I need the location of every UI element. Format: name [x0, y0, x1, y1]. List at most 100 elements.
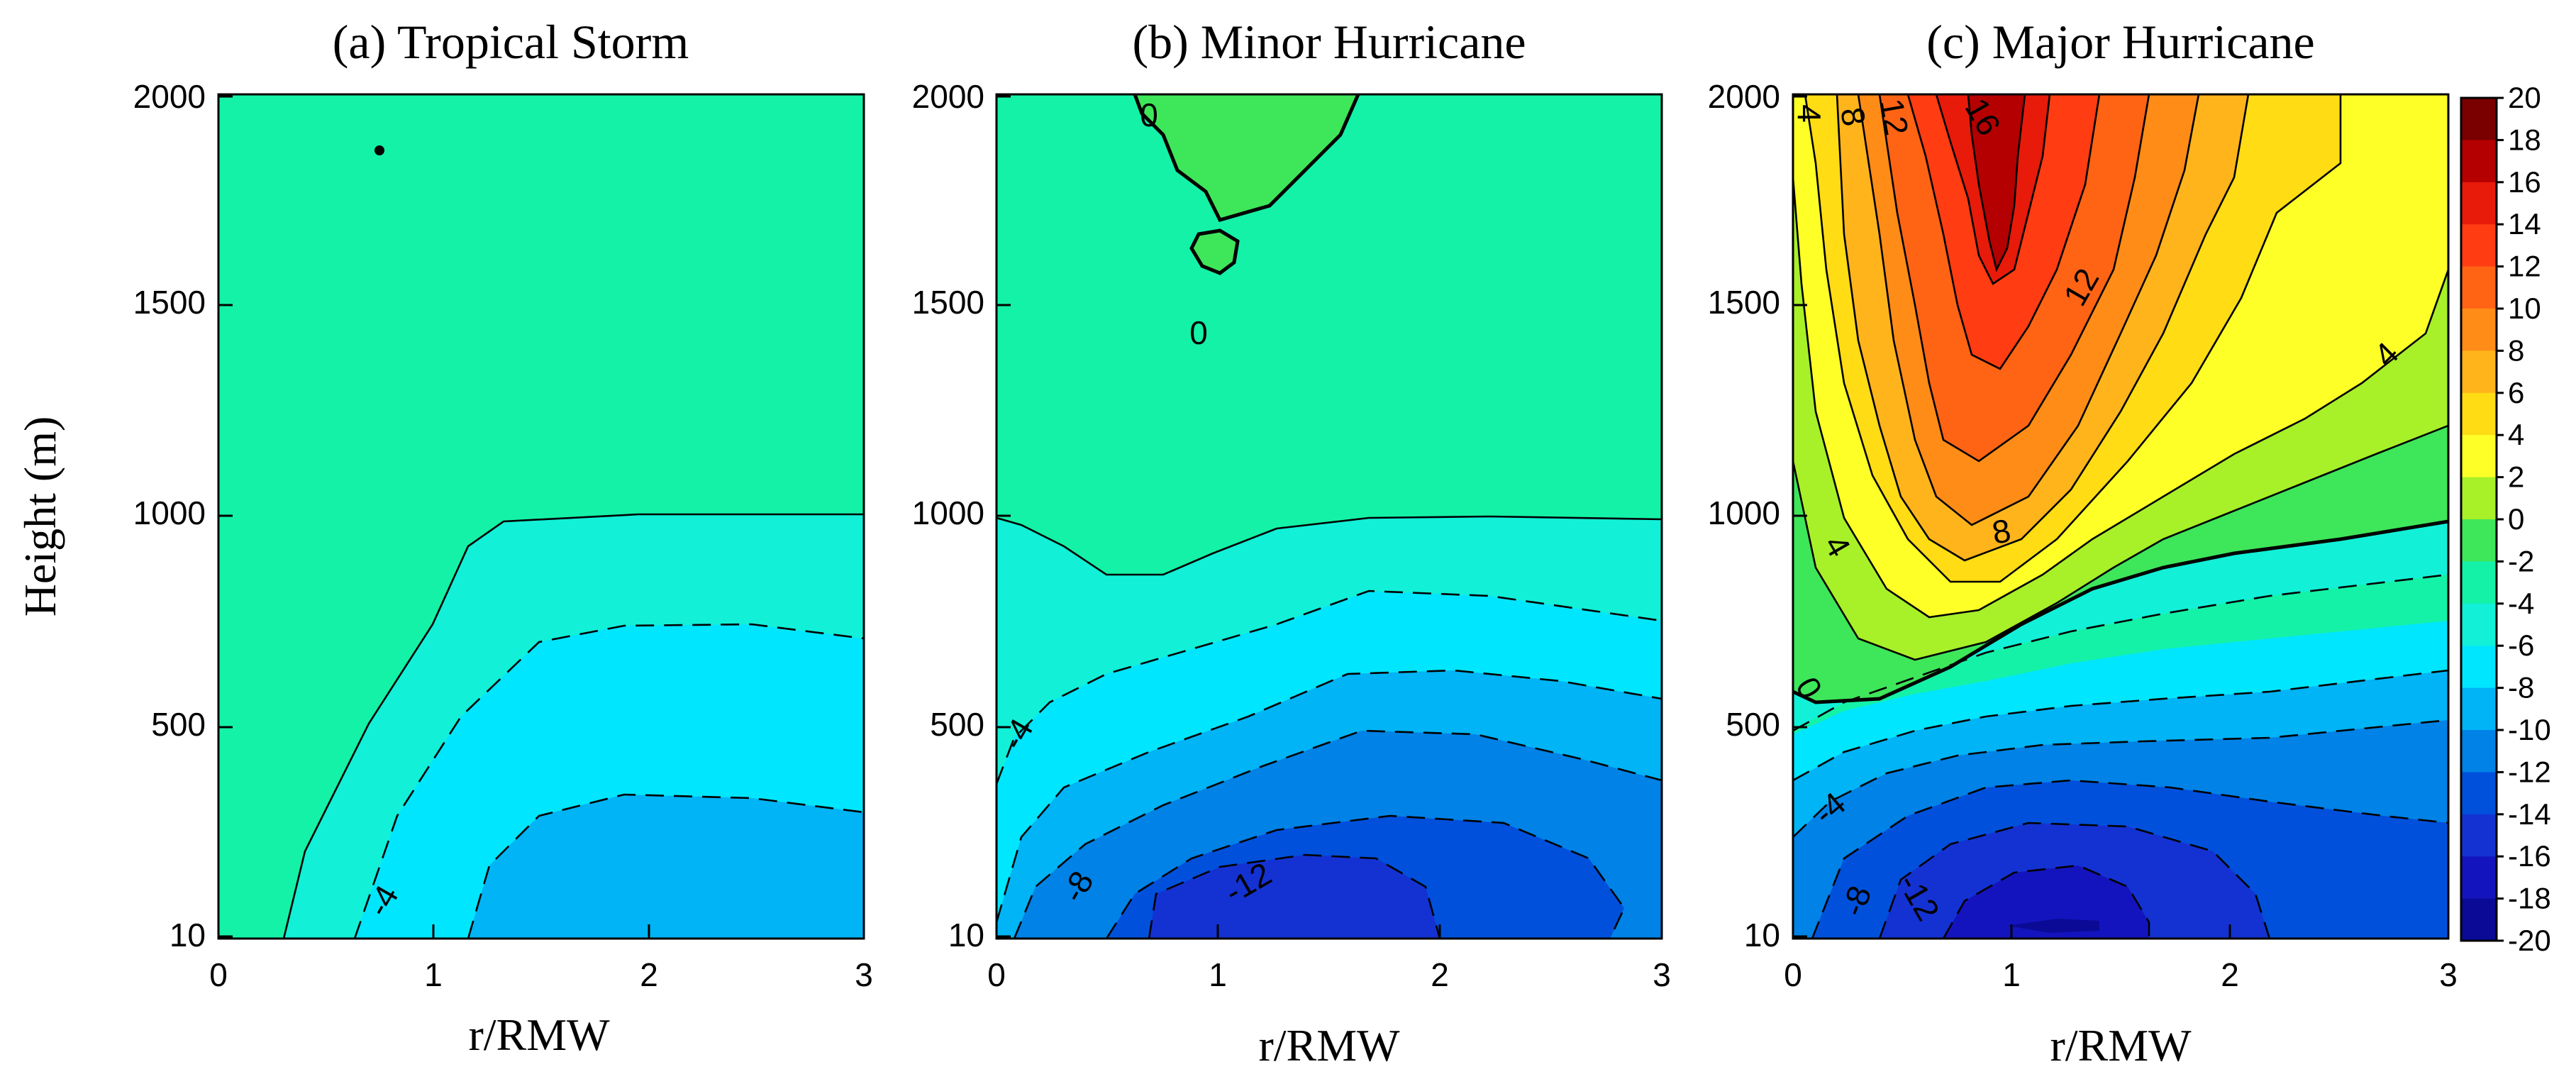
colorbar-swatch	[2461, 140, 2497, 183]
contour-line	[1906, 94, 2101, 370]
fill-0-to-2	[1135, 94, 1358, 220]
colorbar-label: 10	[2508, 292, 2541, 325]
contour-label: 4	[1791, 104, 1828, 123]
colorbar-label: -2	[2508, 544, 2534, 577]
colorbar-swatch	[2461, 519, 2497, 562]
fill-0-to-2	[1192, 231, 1238, 273]
y-tick-label: 10	[170, 917, 206, 953]
fill-neg16-to-neg18	[2007, 919, 2099, 933]
panel-title: (c) Major Hurricane	[1926, 15, 2315, 69]
colorbar-swatch	[2461, 477, 2497, 520]
x-tick-label: 2	[2221, 956, 2239, 993]
colorbar-label: 2	[2508, 460, 2524, 494]
contour-label: 0	[1189, 314, 1208, 351]
contour-line	[1148, 853, 1441, 939]
fill-neg14-to-neg16	[1943, 865, 2149, 939]
colorbar-label: -4	[2508, 587, 2534, 620]
y-tick-label: 1000	[133, 494, 206, 531]
contour-line	[1105, 814, 1626, 939]
contour-line	[1793, 424, 2448, 661]
x-ticks: 0 1 2 3	[209, 924, 873, 993]
y-tick-label: 1000	[1708, 494, 1780, 531]
contour-line	[996, 669, 1662, 923]
y-tick-label: 2000	[912, 78, 984, 115]
panel-b: 0 0 -4 -8 -12 (b) Minor Hurricane r/RMW …	[912, 15, 1671, 1071]
fill-neg6-to-neg8	[468, 795, 864, 939]
contour-label: 0	[1140, 96, 1158, 133]
colorbar-swatch	[2461, 182, 2497, 225]
colorbar-swatch	[2461, 309, 2497, 351]
y-tick-label: 1500	[133, 284, 206, 321]
colorbar: 20181614121086420-2-4-6-8-10-12-14-16-18…	[2460, 81, 2551, 957]
x-axis-title: r/RMW	[2050, 1020, 2192, 1071]
y-tick-label: 1000	[912, 494, 984, 531]
contour-line	[353, 623, 864, 939]
contour-line	[1878, 822, 2271, 939]
contour-line	[1793, 573, 2448, 732]
contour-line	[467, 793, 864, 939]
x-tick-label: 1	[2002, 956, 2021, 993]
contour-line	[1967, 94, 2026, 272]
colorbar-label: 4	[2508, 418, 2524, 451]
colorbar-label: -10	[2508, 713, 2551, 746]
colorbar-label: 8	[2508, 333, 2524, 367]
panel-title: (a) Tropical Storm	[333, 15, 689, 69]
x-tick-label: 1	[1209, 956, 1227, 993]
contour-line	[1804, 94, 2342, 583]
x-axis-title: r/RMW	[468, 1010, 610, 1060]
colorbar-swatch	[2461, 856, 2497, 900]
contour-line	[1793, 177, 2448, 619]
panel-a-fills	[218, 94, 864, 939]
colorbar-label: -8	[2508, 671, 2534, 704]
colorbar-swatch	[2461, 603, 2497, 646]
contour-line	[1189, 228, 1240, 275]
contour-line	[1857, 94, 2200, 526]
panel-c: 4 8 12 16 12 4 8 4 0 -4 -8 -12 (c) Major…	[1708, 15, 2458, 1071]
colorbar-label: 14	[2508, 207, 2541, 240]
colorbar-label: 6	[2508, 376, 2524, 409]
colorbar-swatch	[2461, 898, 2497, 941]
colorbar-label: 18	[2508, 123, 2541, 156]
y-tick-label: 500	[151, 706, 206, 743]
contour-line	[1793, 669, 2448, 782]
colorbar-swatch	[2461, 392, 2497, 436]
contour-line	[1935, 94, 2051, 285]
x-ticks: 0 1 2 3	[987, 924, 1671, 993]
colorbar-swatch	[2461, 730, 2497, 773]
y-tick-label: 10	[948, 917, 984, 953]
colorbar-label: 20	[2508, 81, 2541, 114]
fill-neg12-to-neg14	[1149, 855, 1440, 939]
x-tick-label: 3	[1653, 956, 1671, 993]
x-tick-label: 0	[209, 956, 228, 993]
colorbar-swatch	[2461, 435, 2497, 478]
contour-line	[1133, 94, 1360, 222]
colorbar-label: -20	[2508, 924, 2551, 957]
contour-line	[1793, 719, 2448, 838]
colorbar-label: 0	[2508, 502, 2524, 536]
colorbar-swatch	[2461, 772, 2497, 815]
x-ticks: 0 1 2 3	[1784, 924, 2458, 993]
contour-label: 12	[1873, 96, 1916, 138]
contour-line	[1942, 864, 2150, 939]
colorbar-swatch	[2461, 687, 2497, 731]
colorbar-label: -12	[2508, 755, 2551, 788]
contour-line	[1013, 729, 1662, 939]
y-ticks: 10 500 1000 1500 2000	[912, 78, 1011, 953]
x-tick-label: 3	[855, 956, 873, 993]
contour-line	[996, 515, 1662, 576]
y-tick-label: 1500	[912, 284, 984, 321]
contour-line	[282, 513, 864, 939]
panel-c-fills	[1793, 94, 2448, 939]
colorbar-label: -18	[2508, 882, 2551, 915]
colorbar-swatch	[2461, 646, 2497, 689]
colorbar-swatch	[2461, 350, 2497, 394]
x-tick-label: 2	[1431, 956, 1449, 993]
contour-line	[996, 590, 1662, 785]
y-ticks: 10 500 1000 1500 2000	[133, 78, 233, 953]
x-tick-label: 3	[2439, 956, 2458, 993]
colorbar-label: -14	[2508, 797, 2551, 831]
y-tick-label: 500	[1726, 706, 1780, 743]
y-tick-label: 10	[1744, 917, 1780, 953]
y-tick-label: 500	[930, 706, 984, 743]
